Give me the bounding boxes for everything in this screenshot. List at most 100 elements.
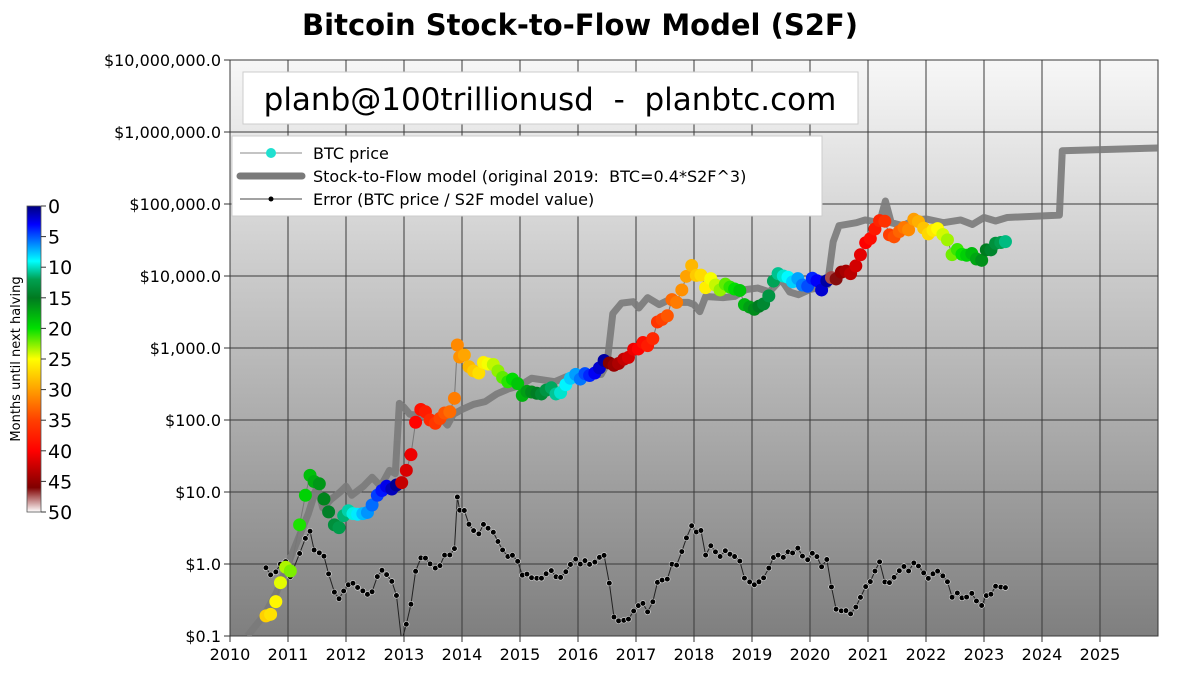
error-point	[349, 580, 357, 587]
error-point	[954, 589, 961, 597]
btc-price-point	[395, 476, 409, 490]
error-point	[296, 550, 303, 557]
error-point	[427, 560, 434, 567]
btc-price-point	[863, 232, 877, 246]
btc-price-point	[670, 295, 684, 309]
colorbar-tick-label: 20	[48, 318, 72, 340]
btc-price-point	[269, 595, 283, 609]
error-point	[915, 562, 922, 570]
error-point	[910, 559, 917, 567]
x-tick-label: 2021	[848, 645, 889, 664]
error-point	[890, 574, 898, 581]
error-point	[876, 558, 883, 566]
btc-price-points	[259, 212, 1012, 623]
error-point	[388, 578, 395, 585]
error-point	[978, 602, 985, 609]
x-tick-label: 2020	[790, 645, 831, 664]
legend-label-error: Error (BTC price / S2F model value)	[313, 190, 594, 209]
x-tick-label: 2011	[268, 645, 309, 664]
btc-price-point	[511, 377, 525, 391]
error-point	[649, 598, 656, 605]
error-point	[490, 529, 497, 536]
error-point	[736, 558, 743, 565]
error-point	[306, 528, 314, 535]
error-point	[335, 595, 343, 602]
colorbar-tick-label: 0	[48, 196, 60, 218]
error-point	[407, 601, 415, 608]
x-tick-label: 2022	[906, 645, 947, 664]
btc-price-point	[273, 576, 287, 590]
error-point	[600, 552, 608, 559]
x-tick-label: 2019	[732, 645, 773, 664]
error-point	[934, 568, 941, 575]
error-point	[712, 548, 719, 555]
error-point	[485, 525, 492, 532]
x-tick-label: 2013	[384, 645, 425, 664]
btc-price-point	[409, 415, 423, 429]
y-tick-label: $10,000,000.0	[104, 51, 221, 70]
error-point	[422, 554, 429, 562]
error-point	[316, 549, 323, 556]
y-tick-label: $100.0	[165, 411, 221, 430]
error-point	[630, 607, 637, 615]
btc-price-point	[975, 253, 989, 267]
colorbar-label: Months until next halving	[9, 276, 24, 441]
error-point	[678, 548, 685, 555]
btc-price-point	[762, 289, 776, 303]
error-point	[688, 522, 695, 529]
legend-label-s2f-model: Stock-to-Flow model (original 2019: BTC=…	[313, 167, 746, 186]
btc-price-point	[685, 258, 699, 272]
error-point	[331, 589, 338, 596]
watermark-text: planb@100trillionusd - planbtc.com	[264, 82, 837, 118]
error-point	[683, 534, 690, 542]
error-point	[461, 507, 468, 514]
error-point	[658, 577, 666, 584]
btc-price-point	[472, 366, 486, 380]
error-point	[359, 587, 366, 595]
error-point	[591, 559, 598, 566]
error-point	[639, 600, 647, 607]
error-point	[905, 567, 912, 575]
axis-ticks: 2010 2011 2012 2013 2014 2015 2016 2017 2018 2019…	[104, 51, 1120, 664]
error-point	[625, 616, 632, 623]
error-point	[475, 530, 482, 537]
x-tick-label: 2012	[326, 645, 367, 664]
colorbar-tick-label: 35	[48, 410, 72, 432]
btc-price-point	[853, 248, 867, 262]
error-point	[542, 570, 550, 577]
btc-price-point	[447, 391, 461, 405]
error-point	[340, 587, 347, 595]
error-point	[896, 567, 903, 574]
btc-price-point	[998, 235, 1012, 249]
error-point	[454, 493, 461, 501]
btc-price-point	[940, 233, 954, 247]
btc-price-point	[322, 505, 336, 519]
y-tick-label: $100,000.0	[129, 195, 221, 214]
error-point	[606, 580, 613, 587]
error-point	[697, 527, 705, 534]
error-point	[968, 590, 975, 597]
error-point	[548, 567, 555, 574]
btc-price-point	[298, 488, 312, 502]
error-point	[765, 564, 772, 572]
error-point	[832, 606, 840, 613]
legend-error-marker	[268, 196, 274, 202]
btc-price-point	[849, 259, 863, 273]
error-point	[847, 610, 854, 618]
error-point	[780, 554, 787, 561]
error-point	[813, 553, 821, 560]
error-point	[963, 593, 970, 601]
error-point	[311, 546, 318, 554]
legend-label-btc-price: BTC price	[313, 144, 389, 163]
error-point	[804, 556, 811, 563]
error-point	[374, 573, 381, 580]
x-tick-label: 2016	[558, 645, 599, 664]
error-point	[852, 604, 859, 611]
btc-price-point	[312, 477, 326, 491]
error-point	[774, 552, 782, 559]
error-point	[973, 597, 980, 605]
error-point	[514, 558, 521, 565]
error-point	[393, 592, 400, 599]
error-point	[939, 572, 946, 580]
error-point	[567, 561, 574, 568]
